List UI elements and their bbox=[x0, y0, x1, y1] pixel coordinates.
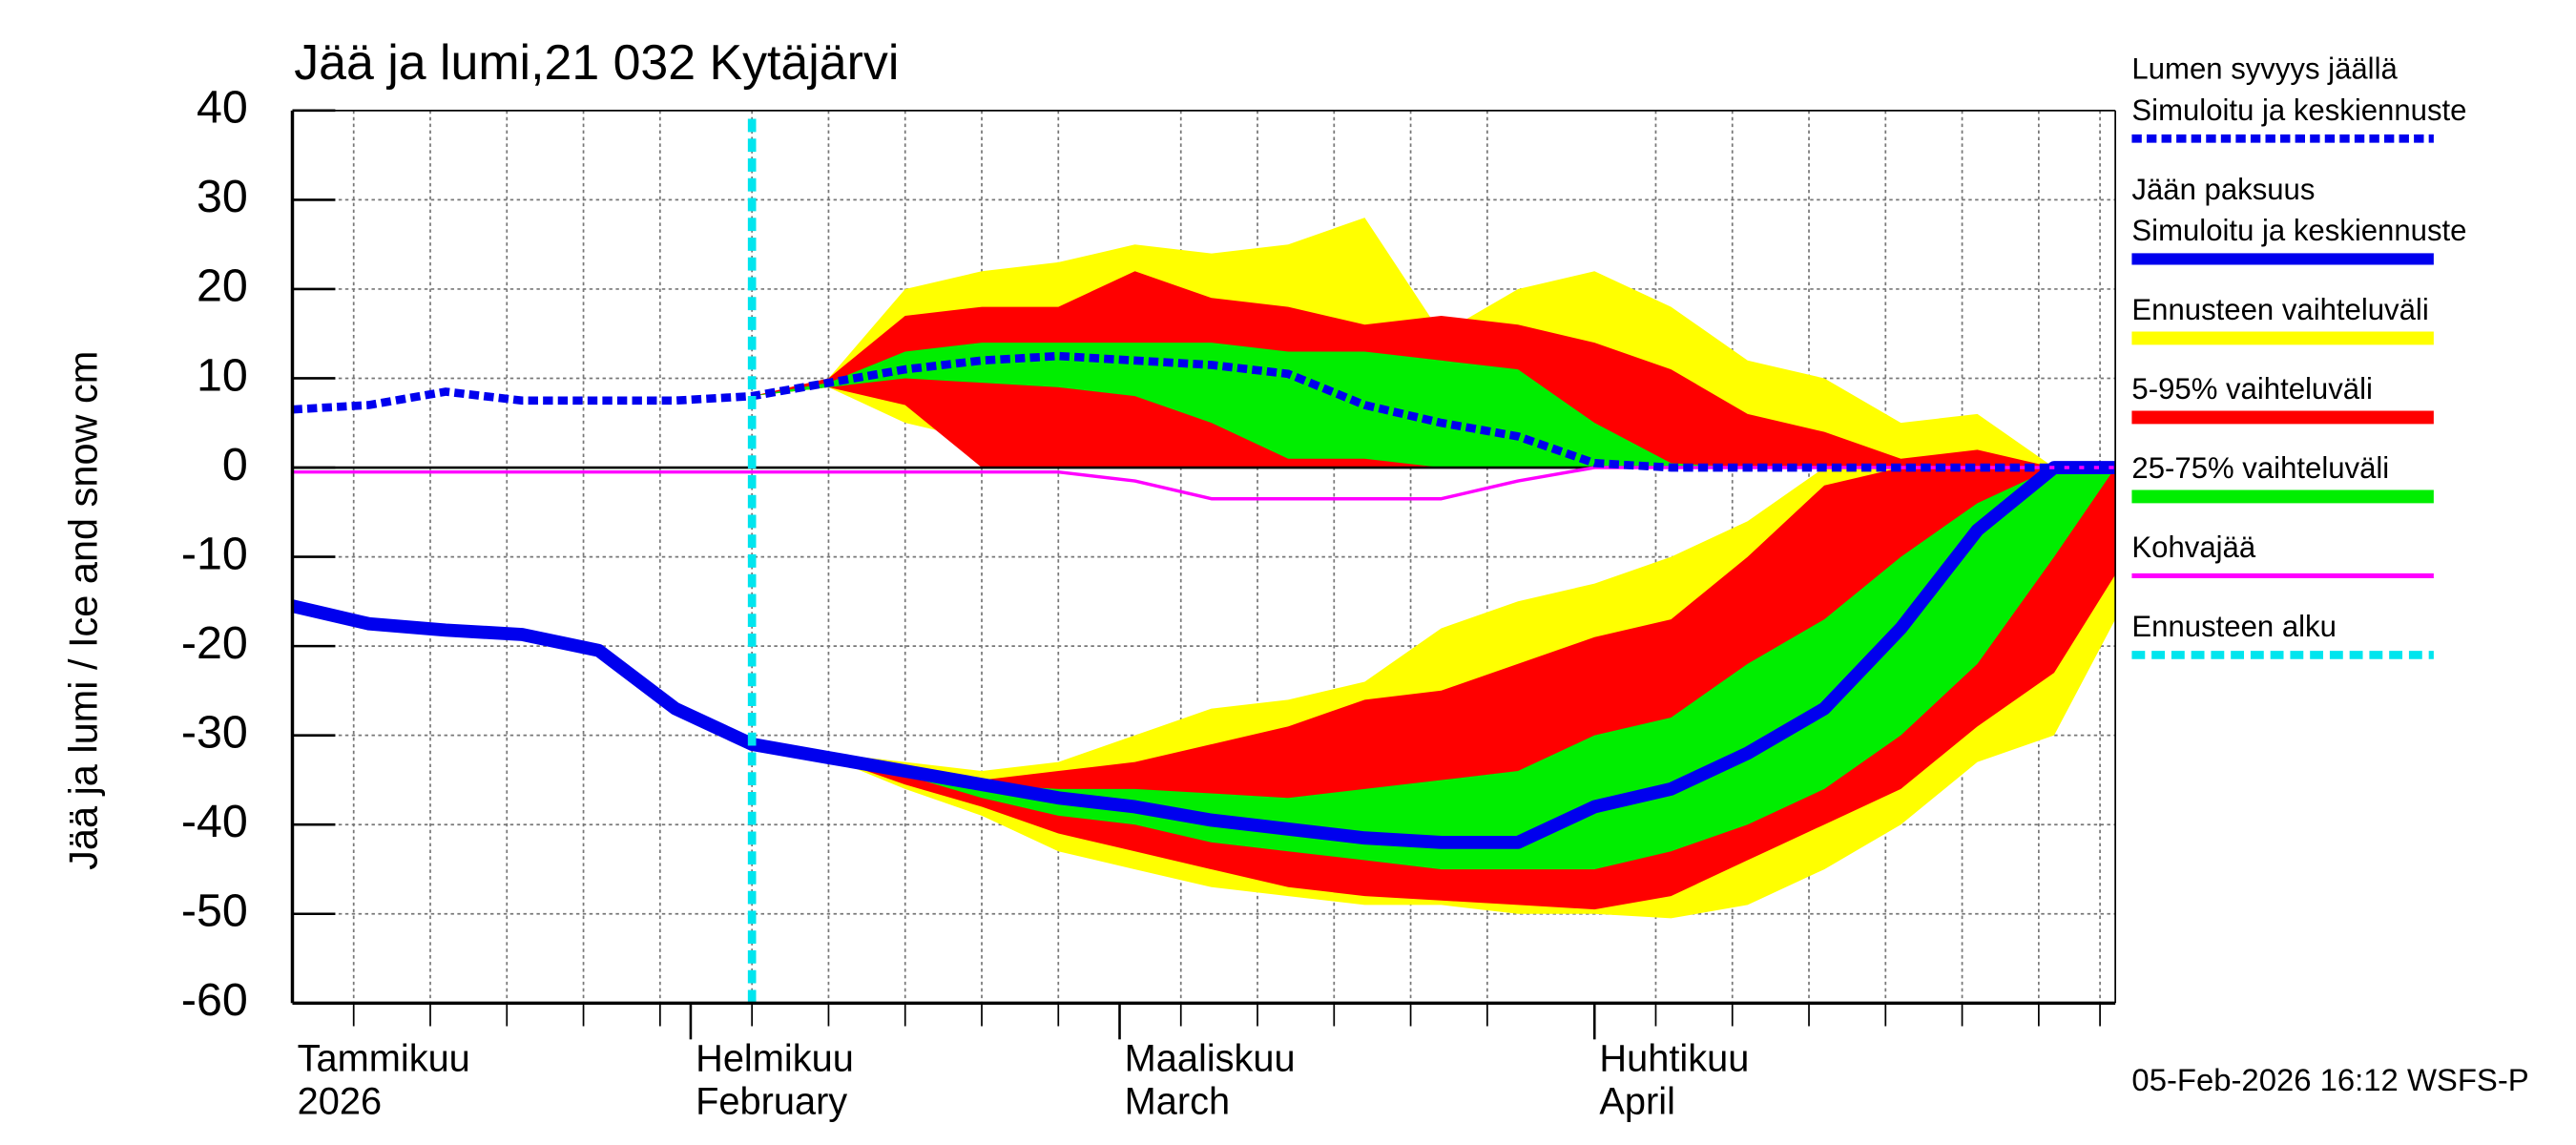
series-line bbox=[292, 351, 2116, 472]
legend-label: Simuloitu ja keskiennuste bbox=[2131, 214, 2466, 247]
chart-title: Jää ja lumi,21 032 Kytäjärvi bbox=[294, 34, 899, 90]
legend-label: Jään paksuus bbox=[2131, 173, 2315, 206]
y-tick-label: -60 bbox=[181, 974, 248, 1026]
x-tick-label: March bbox=[1125, 1080, 1230, 1122]
legend-label: Ennusteen vaihteluväli bbox=[2131, 293, 2428, 326]
band-area bbox=[752, 468, 2116, 870]
y-tick-label: 10 bbox=[197, 349, 248, 401]
x-tick-label: April bbox=[1599, 1080, 1675, 1122]
footer: 05-Feb-2026 16:12 WSFS-P bbox=[2131, 1062, 2528, 1097]
legend-label: Ennusteen alku bbox=[2131, 610, 2336, 643]
legend-label: Kohvajää bbox=[2131, 531, 2255, 564]
x-tick-label: Maaliskuu bbox=[1125, 1037, 1296, 1079]
y-tick-label: 30 bbox=[197, 171, 248, 222]
legend-label: Simuloitu ja keskiennuste bbox=[2131, 94, 2466, 127]
legend-label: 25-75% vaihteluväli bbox=[2131, 451, 2389, 485]
y-axis-label: Jää ja lumi / Ice and snow cm bbox=[60, 351, 105, 870]
y-tick-label: 0 bbox=[222, 439, 248, 490]
x-tick-label: Helmikuu bbox=[696, 1037, 854, 1079]
y-tick-label: 20 bbox=[197, 260, 248, 312]
y-tick-label: -20 bbox=[181, 617, 248, 669]
legend-label: 5-95% vaihteluväli bbox=[2131, 372, 2372, 406]
y-tick-label: -50 bbox=[181, 885, 248, 937]
y-tick-label: -30 bbox=[181, 706, 248, 758]
series-line bbox=[290, 461, 2116, 849]
band-area bbox=[752, 343, 2116, 468]
x-tick-label: Tammikuu bbox=[298, 1037, 470, 1079]
y-tick-label: -10 bbox=[181, 528, 248, 579]
x-tick-label: Huhtikuu bbox=[1599, 1037, 1749, 1079]
x-tick-label: February bbox=[696, 1080, 847, 1122]
x-tick-label: 2026 bbox=[298, 1080, 382, 1122]
legend: Lumen syvyys jäällä Simuloitu ja keskienn… bbox=[2131, 52, 2466, 659]
y-tick-label: 40 bbox=[197, 82, 248, 134]
y-tick-label: -40 bbox=[181, 796, 248, 847]
legend-label: Lumen syvyys jäällä bbox=[2131, 52, 2398, 86]
